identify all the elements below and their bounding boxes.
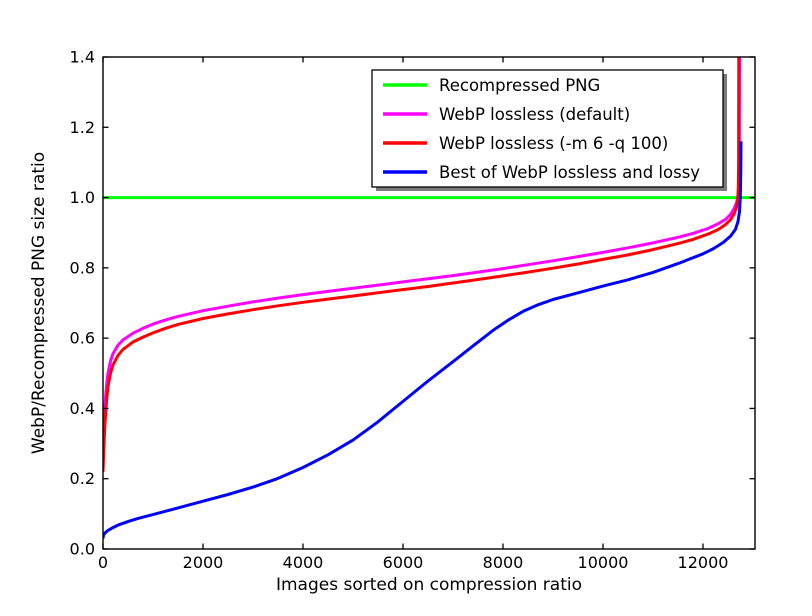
series-lines xyxy=(103,57,755,539)
x-tick-label: 10000 xyxy=(578,553,629,572)
legend: Recompressed PNG WebP lossless (default)… xyxy=(371,69,727,191)
legend-label: WebP lossless (default) xyxy=(439,105,630,124)
legend-item: WebP lossless (default) xyxy=(383,105,630,124)
legend-label: WebP lossless (-m 6 -q 100) xyxy=(439,134,668,153)
y-axis-label: WebP/Recompressed PNG size ratio xyxy=(29,152,49,454)
y-tick-label: 0.4 xyxy=(70,399,95,418)
y-tick-label: 0.0 xyxy=(70,540,95,559)
x-tick-label: 8000 xyxy=(483,553,524,572)
x-tick-label: 2000 xyxy=(183,553,224,572)
legend-item: WebP lossless (-m 6 -q 100) xyxy=(383,134,668,153)
legend-box xyxy=(371,69,724,188)
x-tick-label: 6000 xyxy=(383,553,424,572)
series-line xyxy=(103,57,741,455)
x-tick-label: 0 xyxy=(98,553,108,572)
legend-label: Recompressed PNG xyxy=(439,76,600,95)
y-tick-label: 1.2 xyxy=(70,118,95,137)
legend-item: Best of WebP lossless and lossy xyxy=(383,163,700,182)
series-line xyxy=(103,57,741,472)
series-line xyxy=(103,141,743,539)
legend-item: Recompressed PNG xyxy=(383,76,600,95)
plot-border xyxy=(102,56,756,550)
legend-label: Best of WebP lossless and lossy xyxy=(439,163,700,182)
x-tick-label: 12000 xyxy=(678,553,729,572)
x-tick-label: 4000 xyxy=(283,553,324,572)
y-tick-label: 0.6 xyxy=(70,329,95,348)
x-axis-label: Images sorted on compression ratio xyxy=(276,575,582,595)
y-tick-label: 0.2 xyxy=(70,469,95,488)
tick-labels: 0 2000 4000 6000 8000 10000 12000 0.0 0.2 0.4 0.6 0… xyxy=(70,48,729,573)
y-tick-label: 1.0 xyxy=(70,188,95,207)
y-tick-label: 0.8 xyxy=(70,258,95,277)
y-tick-label: 1.4 xyxy=(70,48,95,67)
